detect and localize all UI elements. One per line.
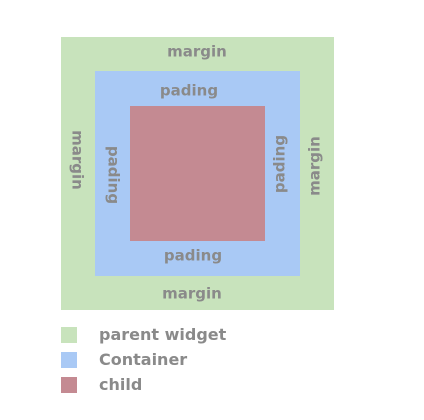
legend-label-child: child xyxy=(99,375,143,394)
legend-label-container: Container xyxy=(99,350,188,369)
legend-swatch-child xyxy=(61,377,77,393)
child-box xyxy=(130,106,265,241)
legend-label-parent-widget: parent widget xyxy=(99,325,227,344)
padding-label-left: pading xyxy=(104,145,123,205)
legend-swatch-parent-widget xyxy=(61,327,77,343)
padding-label-right: pading xyxy=(270,134,289,194)
padding-label-bottom: pading xyxy=(163,246,223,265)
padding-label-top: pading xyxy=(159,81,219,100)
margin-label-bottom: margin xyxy=(162,284,222,303)
margin-label-right: margin xyxy=(305,136,324,196)
margin-label-left: margin xyxy=(68,130,87,190)
margin-label-top: margin xyxy=(167,42,227,61)
legend-swatch-container xyxy=(61,352,77,368)
